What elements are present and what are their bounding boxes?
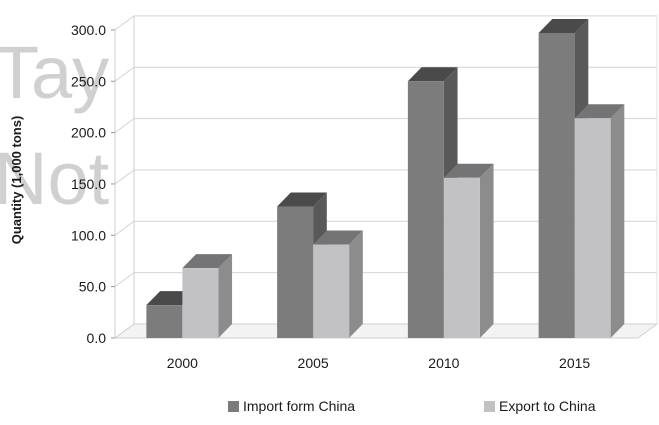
x-axis: 2000 2005 2010 2015 [167, 355, 591, 371]
x-tick-label: 2000 [167, 355, 198, 371]
bar-top-face [574, 104, 625, 119]
bar-front-face [574, 118, 611, 338]
bar-top-face [182, 254, 233, 269]
legend-label: Import form China [243, 398, 355, 414]
bar [443, 163, 494, 338]
watermark-text: Not [0, 137, 110, 220]
bar-side-face [218, 254, 233, 338]
bar-top-face [407, 67, 458, 82]
y-tick-label: 100.0 [71, 227, 106, 243]
bar-side-face [610, 104, 625, 338]
bar-top-face [538, 18, 589, 33]
y-tick-label: 50.0 [79, 279, 106, 295]
x-tick-label: 2010 [428, 355, 459, 371]
bar [574, 104, 625, 338]
bar-top-face [277, 192, 327, 207]
bars [146, 18, 625, 339]
bar [313, 230, 363, 338]
bar-front-face [277, 206, 314, 338]
y-axis-label: Quantity (1,000 tons) [9, 116, 24, 245]
bar-side-face [349, 230, 363, 338]
bar-top-face [313, 230, 363, 245]
bar-side-face [479, 163, 494, 338]
watermark-text: Tay [0, 31, 109, 114]
y-tick-label: 200.0 [71, 125, 106, 141]
watermark: Tay Not [0, 31, 110, 220]
x-tick-label: 2015 [559, 355, 590, 371]
bar-top-face [443, 163, 494, 178]
x-tick-label: 2005 [298, 355, 329, 371]
y-tick-label: 150.0 [71, 176, 106, 192]
legend-swatch [484, 401, 495, 412]
legend-swatch [228, 401, 239, 412]
y-tick-label: 0.0 [87, 330, 107, 346]
bar [182, 254, 233, 338]
y-tick-label: 300.0 [71, 22, 106, 38]
legend-label: Export to China [499, 398, 596, 414]
bar-front-face [146, 305, 183, 338]
bar-front-face [443, 177, 480, 338]
bar-front-face [407, 81, 444, 338]
bar-front-face [538, 32, 575, 339]
y-tick-label: 250.0 [71, 73, 106, 89]
bar-front-face [182, 268, 219, 338]
bar-front-face [313, 244, 350, 338]
y-axis: 0.0 50.0 100.0 150.0 200.0 250.0 300.0 [71, 22, 115, 346]
legend: Import form China Export to China [228, 398, 596, 414]
